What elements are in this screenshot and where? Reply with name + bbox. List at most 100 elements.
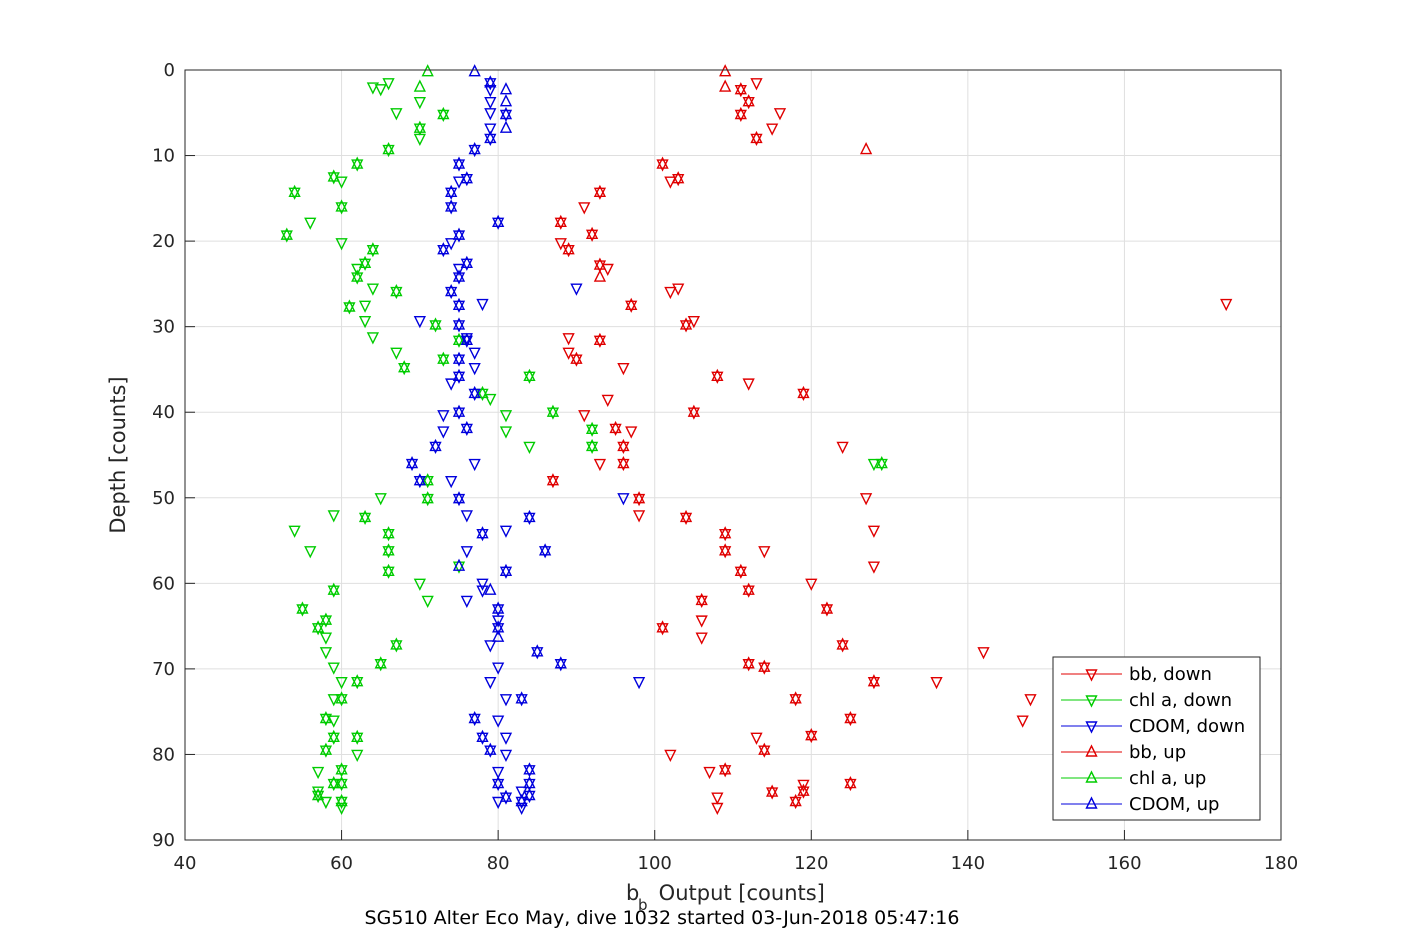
data-point bbox=[476, 529, 489, 542]
data-point bbox=[319, 647, 333, 660]
data-point bbox=[390, 640, 403, 653]
data-point bbox=[311, 620, 325, 633]
data-point bbox=[437, 410, 450, 423]
data-point bbox=[319, 615, 333, 628]
data-point bbox=[499, 82, 513, 95]
data-point bbox=[617, 455, 630, 469]
data-marks bbox=[280, 64, 1233, 816]
data-point bbox=[554, 214, 567, 227]
data-point bbox=[335, 765, 348, 778]
data-point bbox=[398, 363, 411, 376]
data-point bbox=[656, 623, 669, 636]
data-point bbox=[374, 493, 387, 506]
data-point bbox=[382, 563, 395, 577]
data-point bbox=[492, 623, 505, 636]
data-point bbox=[476, 585, 489, 598]
data-point bbox=[570, 351, 583, 364]
data-point bbox=[390, 108, 403, 121]
data-point bbox=[695, 615, 708, 628]
data-point bbox=[358, 300, 372, 313]
data-point bbox=[719, 765, 732, 778]
data-point bbox=[421, 491, 434, 504]
data-point bbox=[484, 96, 497, 110]
data-point bbox=[734, 106, 747, 120]
data-point bbox=[719, 543, 732, 556]
y-tick-label: 80 bbox=[152, 744, 175, 765]
data-point bbox=[335, 796, 348, 810]
data-point bbox=[484, 78, 497, 91]
data-point bbox=[476, 526, 489, 539]
data-point bbox=[319, 796, 333, 810]
data-point bbox=[844, 713, 857, 727]
data-point bbox=[867, 561, 881, 574]
data-point bbox=[398, 360, 411, 373]
data-point bbox=[554, 217, 567, 230]
data-point bbox=[452, 407, 466, 420]
data-point bbox=[789, 796, 802, 810]
data-point bbox=[844, 775, 857, 789]
data-point bbox=[859, 493, 873, 506]
x-tick-label: 40 bbox=[174, 853, 197, 874]
data-point bbox=[672, 171, 685, 184]
data-point bbox=[413, 315, 426, 329]
y-tick-label: 60 bbox=[152, 573, 175, 594]
data-point bbox=[625, 300, 638, 313]
data-point bbox=[687, 407, 700, 420]
data-point bbox=[445, 202, 458, 215]
data-point bbox=[1220, 298, 1233, 312]
data-point bbox=[421, 64, 434, 77]
data-point bbox=[492, 214, 505, 227]
data-point bbox=[758, 745, 771, 758]
data-point bbox=[679, 512, 693, 526]
data-point bbox=[476, 732, 489, 745]
data-point bbox=[319, 612, 333, 625]
data-point bbox=[703, 766, 716, 780]
chart-caption: SG510 Alter Eco May, dive 1032 started 0… bbox=[365, 907, 960, 929]
data-point bbox=[452, 561, 466, 574]
plot-frame bbox=[184, 69, 1282, 841]
data-point bbox=[468, 388, 481, 401]
data-point bbox=[766, 784, 779, 797]
data-point bbox=[742, 582, 755, 595]
data-point bbox=[679, 317, 693, 330]
data-point bbox=[413, 133, 426, 147]
data-point bbox=[758, 659, 771, 672]
data-point bbox=[523, 787, 536, 801]
legend-box bbox=[1052, 656, 1261, 821]
data-point bbox=[546, 404, 560, 417]
data-point bbox=[445, 286, 458, 300]
data-point bbox=[499, 749, 513, 763]
data-point bbox=[452, 558, 466, 571]
data-point bbox=[585, 226, 599, 239]
data-point bbox=[382, 546, 395, 559]
data-point bbox=[382, 566, 395, 579]
data-point bbox=[719, 64, 732, 77]
data-point bbox=[358, 315, 372, 329]
data-point bbox=[632, 677, 646, 690]
data-point bbox=[421, 595, 434, 609]
data-point bbox=[531, 644, 544, 657]
data-point bbox=[750, 130, 763, 144]
data-point bbox=[335, 694, 348, 707]
data-point bbox=[429, 438, 442, 452]
data-point bbox=[585, 421, 599, 435]
data-point bbox=[351, 263, 364, 277]
data-point bbox=[820, 604, 834, 617]
data-point bbox=[382, 526, 395, 539]
data-point bbox=[734, 109, 747, 123]
y-tick-label: 90 bbox=[152, 830, 175, 851]
data-point bbox=[405, 455, 419, 469]
data-point bbox=[734, 82, 747, 95]
data-point bbox=[632, 493, 646, 507]
data-point bbox=[327, 169, 340, 182]
data-point bbox=[460, 255, 473, 269]
y-tick-label: 70 bbox=[152, 659, 175, 680]
data-point bbox=[429, 320, 442, 333]
data-point bbox=[711, 368, 724, 381]
data-point bbox=[617, 363, 630, 376]
data-point bbox=[374, 659, 387, 672]
data-point bbox=[382, 144, 395, 158]
data-point bbox=[750, 732, 763, 745]
data-point bbox=[319, 745, 333, 758]
data-point bbox=[930, 677, 943, 690]
